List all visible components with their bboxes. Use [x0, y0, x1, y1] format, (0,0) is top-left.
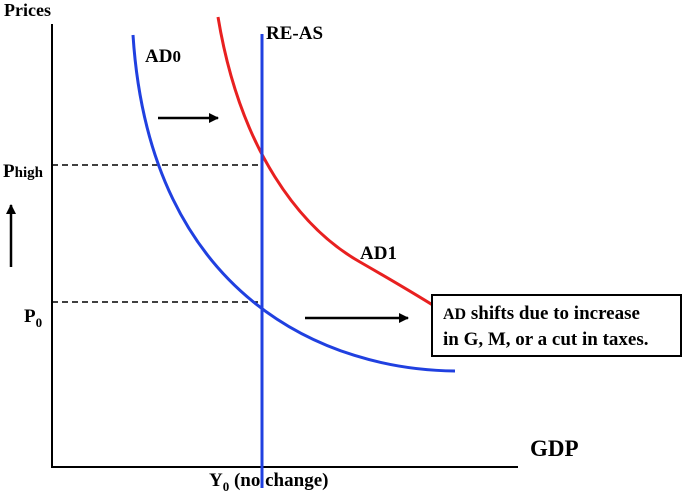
ad0-label-sub: 0	[172, 47, 181, 66]
note-line-1: AD shifts due to increase	[443, 301, 680, 327]
y0-rest: (no change)	[229, 470, 329, 491]
y0-label: Y0 (no change)	[209, 470, 328, 495]
ad0-label: AD0	[145, 46, 181, 68]
ad1-curve	[216, 16, 448, 316]
note-line-1-text: shifts due to increase	[466, 303, 640, 324]
p0-sub: 0	[35, 314, 43, 330]
p-high-sub: high	[14, 165, 43, 181]
shift-note-box: AD shifts due to increase in G, M, or a …	[431, 294, 682, 357]
re-as-label: RE-AS	[266, 23, 324, 44]
p-high-main: P	[3, 161, 15, 182]
p0-label: P0	[24, 306, 42, 331]
y-axis-label: Prices	[4, 0, 51, 20]
y0-main: Y	[209, 470, 223, 491]
p-high-label: Phigh	[3, 161, 43, 183]
ad0-label-main: AD	[145, 46, 173, 67]
note-line-2: in G, M, or a cut in taxes.	[443, 329, 649, 350]
note-ad-prefix: AD	[443, 306, 467, 323]
x-axis-label: GDP	[530, 436, 579, 461]
ad0-curve	[131, 34, 456, 373]
ad1-label: AD1	[360, 243, 397, 264]
p0-main: P	[24, 306, 36, 327]
y0-sub: 0	[222, 478, 230, 494]
